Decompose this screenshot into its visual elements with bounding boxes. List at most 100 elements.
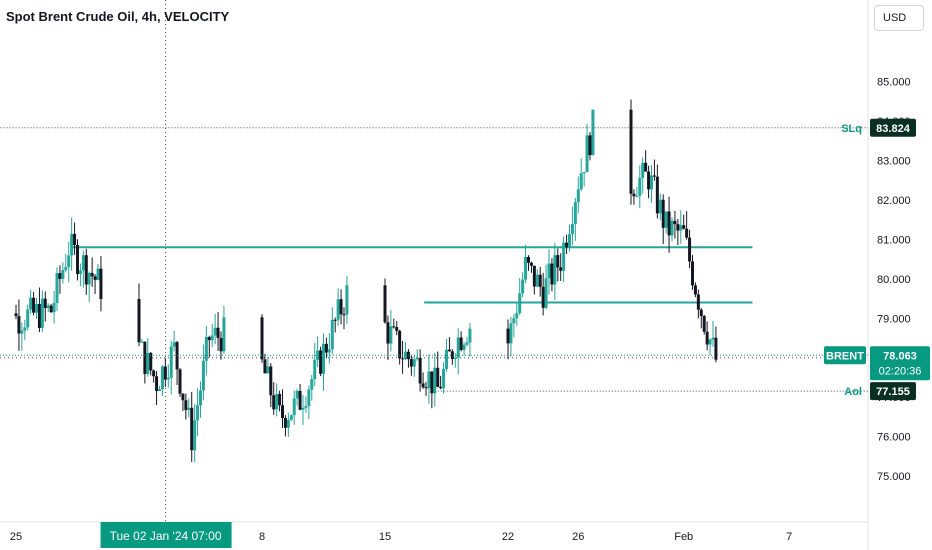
candle	[629, 99, 633, 205]
candle-body	[588, 135, 592, 156]
candle	[327, 333, 331, 364]
candle-body	[64, 267, 68, 271]
candle	[304, 396, 308, 413]
currency-button[interactable]: USD	[874, 5, 924, 31]
candle	[644, 150, 648, 172]
candle	[447, 337, 451, 352]
candle-body	[313, 359, 317, 380]
candle	[386, 315, 390, 360]
candle	[512, 313, 516, 338]
time-tick-label: 25	[10, 531, 22, 543]
level-aol-value: 77.155	[876, 386, 910, 398]
candle-body	[216, 327, 220, 339]
candle-body	[219, 338, 223, 352]
candle-body	[339, 299, 343, 315]
candle-body	[319, 350, 323, 374]
candle-body	[518, 293, 522, 314]
candle-body	[342, 314, 346, 316]
candle-body	[310, 379, 314, 390]
candle	[556, 248, 560, 282]
candle-body	[641, 162, 645, 178]
candle	[20, 322, 24, 351]
candle	[286, 412, 290, 437]
candle-body	[49, 305, 53, 313]
candle	[298, 383, 302, 411]
price-tick-label: 79.000	[877, 313, 911, 325]
time-tick-label: 15	[379, 531, 391, 543]
candle-body	[673, 220, 677, 225]
candle-body	[193, 420, 197, 451]
candle	[439, 375, 443, 390]
candle-body	[17, 316, 21, 334]
candle-body	[187, 407, 191, 410]
candle	[336, 288, 340, 326]
candle	[137, 283, 141, 347]
candle	[647, 165, 651, 199]
candle	[591, 109, 595, 156]
candle-body	[682, 225, 686, 229]
price-tick-label: 83.000	[877, 155, 911, 167]
candle-body	[579, 173, 583, 190]
candle	[658, 193, 662, 221]
candle	[292, 390, 296, 425]
candle-body	[76, 244, 79, 274]
candle	[708, 338, 712, 356]
candle-body	[559, 267, 563, 271]
candle	[301, 394, 305, 425]
candle-body	[430, 371, 434, 394]
candle	[99, 256, 103, 312]
candle	[693, 282, 697, 298]
candle	[58, 265, 62, 294]
candle-body	[84, 255, 88, 285]
candle-body	[90, 272, 94, 277]
candle	[84, 248, 88, 295]
candle	[465, 336, 469, 347]
candle-body	[32, 297, 36, 313]
candle	[289, 414, 293, 421]
candle	[78, 263, 82, 287]
candle-body	[286, 419, 290, 428]
candle	[201, 344, 205, 401]
candle	[670, 217, 674, 242]
candle-body	[14, 313, 18, 317]
candle-body	[638, 177, 642, 196]
candle	[160, 364, 164, 397]
candle-body	[289, 415, 293, 420]
candle-body	[207, 337, 211, 341]
candle	[582, 171, 586, 187]
candle	[532, 265, 536, 295]
candle-body	[395, 327, 399, 331]
candle-body	[436, 367, 440, 387]
candle-body	[275, 393, 279, 410]
candle-body	[696, 294, 700, 310]
candle	[184, 393, 188, 420]
candle	[316, 336, 320, 368]
candle	[682, 214, 686, 230]
candle-body	[383, 285, 387, 323]
candle-body	[58, 273, 62, 279]
candle-body	[409, 359, 413, 367]
candle-body	[190, 407, 194, 451]
candle	[506, 319, 510, 360]
candle	[638, 165, 642, 209]
candle	[544, 264, 548, 310]
candle-body	[29, 297, 33, 310]
candle	[562, 236, 566, 282]
candle	[163, 358, 167, 387]
candle	[90, 257, 94, 287]
candle	[70, 217, 74, 271]
candle-body	[345, 285, 349, 315]
candle-body	[450, 351, 454, 359]
candle-body	[304, 406, 308, 408]
candle-body	[61, 270, 65, 279]
candle-body	[585, 135, 589, 173]
candle	[585, 123, 589, 173]
candle	[398, 329, 402, 365]
candle-body	[333, 319, 337, 321]
candle	[573, 197, 577, 241]
candle	[424, 381, 428, 396]
candle-body	[442, 368, 446, 389]
candle-body	[401, 358, 405, 360]
candle-body	[93, 276, 97, 280]
